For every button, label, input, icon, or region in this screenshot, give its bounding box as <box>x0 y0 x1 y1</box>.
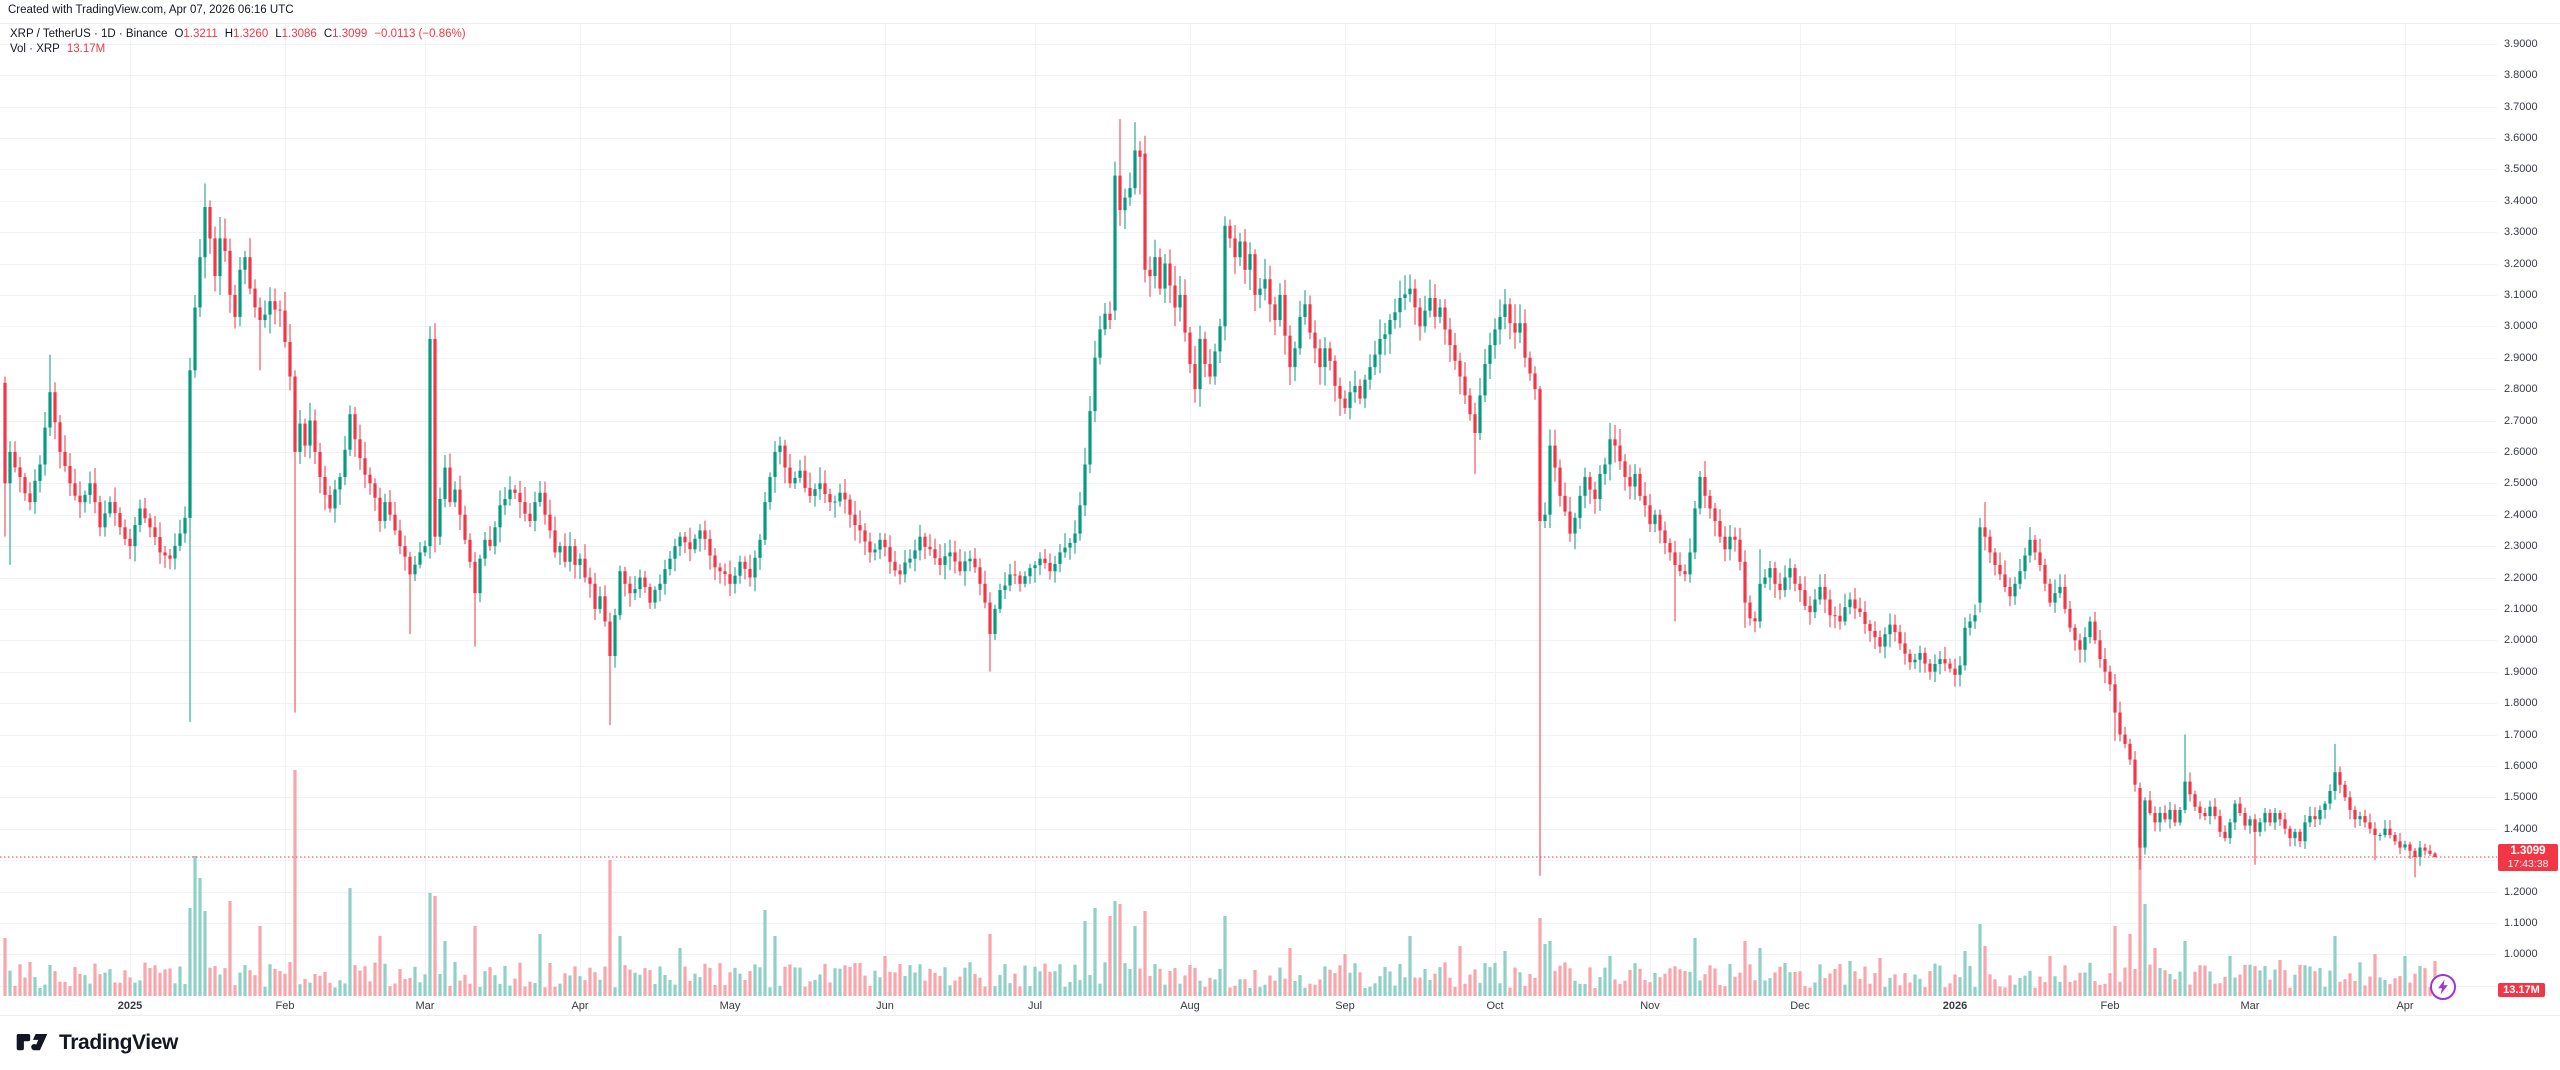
attribution-text: Created with TradingView.com, Apr 07, 20… <box>8 4 294 16</box>
price-tick-label: 2.7000 <box>2504 414 2538 427</box>
time-tick-label: 2026 <box>1942 1000 1968 1012</box>
price-tick-label: 2.0000 <box>2504 634 2538 647</box>
time-tick-label: Nov <box>1640 1000 1660 1012</box>
price-tick-label: 1.8000 <box>2504 697 2538 710</box>
price-tick-label: 3.5000 <box>2504 163 2538 176</box>
grid <box>0 23 2497 996</box>
price-tick-label: 1.7000 <box>2504 728 2538 741</box>
time-tick-label: Feb <box>275 1000 295 1012</box>
flash-button[interactable] <box>2430 974 2456 1000</box>
price-tick-label: 3.7000 <box>2504 100 2538 113</box>
candles-down <box>3 119 2437 878</box>
open-readout: O1.3211 <box>174 28 218 40</box>
price-tick-label: 2.1000 <box>2504 602 2538 615</box>
price-tick-label: 1.5000 <box>2504 791 2538 804</box>
price-tick-label: 3.6000 <box>2504 131 2538 144</box>
volume-title: Vol · XRP <box>10 43 60 55</box>
price-tick-label: 1.1000 <box>2504 916 2538 929</box>
time-tick-label: Aug <box>1180 1000 1200 1012</box>
low-readout: L1.3086 <box>275 28 317 40</box>
price-tick-label: 3.0000 <box>2504 320 2538 333</box>
current-price-badge: 1.3099 17:43:38 <box>2498 844 2558 871</box>
legend: XRP / TetherUS · 1D · Binance O1.3211 H1… <box>10 27 466 57</box>
lightning-bolt-icon <box>2436 979 2450 995</box>
time-tick-label: Sep <box>1335 1000 1355 1012</box>
time-tick-label: 2025 <box>117 1000 143 1012</box>
current-price-value: 1.3099 <box>2510 845 2546 857</box>
tradingview-mark-icon <box>14 1030 50 1056</box>
tradingview-logo[interactable]: TradingView <box>14 1030 178 1056</box>
time-tick-label: Mar <box>2240 1000 2260 1012</box>
price-tick-label: 2.5000 <box>2504 477 2538 490</box>
pane-bottom-border <box>0 1015 2560 1016</box>
tradingview-logo-text: TradingView <box>59 1031 178 1054</box>
time-tick-label: Feb <box>2100 1000 2120 1012</box>
price-tick-label: 1.2000 <box>2504 885 2538 898</box>
bar-countdown: 17:43:38 <box>2507 858 2549 870</box>
time-tick-label: Apr <box>571 1000 589 1012</box>
price-tick-label: 1.4000 <box>2504 822 2538 835</box>
time-tick-label: May <box>719 1000 741 1012</box>
time-tick-label: Apr <box>2396 1000 2414 1012</box>
price-tick-label: 3.8000 <box>2504 69 2538 82</box>
price-tick-label: 2.2000 <box>2504 571 2538 584</box>
time-tick-label: Jun <box>876 1000 894 1012</box>
price-tick-label: 3.3000 <box>2504 226 2538 239</box>
symbol-title: XRP / TetherUS · 1D · Binance <box>10 28 168 40</box>
price-tick-label: 1.9000 <box>2504 665 2538 678</box>
price-tick-label: 2.3000 <box>2504 540 2538 553</box>
price-tick-label: 2.9000 <box>2504 351 2538 364</box>
price-tick-label: 3.2000 <box>2504 257 2538 270</box>
time-tick-label: Mar <box>415 1000 435 1012</box>
price-tick-label: 3.9000 <box>2504 37 2538 50</box>
volume-badge: 13.17M <box>2498 982 2545 997</box>
change-readout: −0.0113 (−0.86%) <box>374 28 466 40</box>
volume-bars <box>3 770 2437 996</box>
pane-top-border <box>0 23 2560 24</box>
price-tick-label: 3.1000 <box>2504 288 2538 301</box>
legend-volume-row: Vol · XRP 13.17M <box>10 42 466 57</box>
high-readout: H1.3260 <box>224 28 269 40</box>
price-tick-label: 2.6000 <box>2504 445 2538 458</box>
price-tick-label: 1.0000 <box>2504 948 2538 961</box>
close-readout: C1.3099 <box>323 28 368 40</box>
volume-readout: 13.17M <box>66 43 106 55</box>
price-tick-label: 3.4000 <box>2504 194 2538 207</box>
price-tick-label: 2.8000 <box>2504 383 2538 396</box>
candles-up <box>8 122 2422 866</box>
time-tick-label: Jul <box>1027 1000 1043 1012</box>
time-tick-label: Dec <box>1790 1000 1810 1012</box>
legend-symbol-row: XRP / TetherUS · 1D · Binance O1.3211 H1… <box>10 27 466 42</box>
price-tick-label: 1.6000 <box>2504 759 2538 772</box>
time-tick-label: Oct <box>1486 1000 1504 1012</box>
price-tick-label: 2.4000 <box>2504 508 2538 521</box>
footer: TradingView <box>14 1028 178 1058</box>
